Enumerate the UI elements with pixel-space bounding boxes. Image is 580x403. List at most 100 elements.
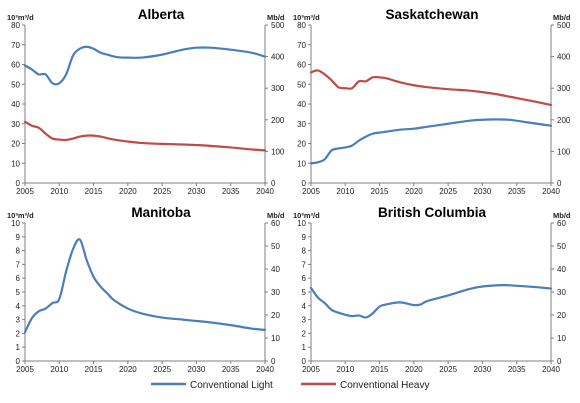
left-tick-label: 40: [297, 100, 306, 109]
right-tick-label: 0: [271, 179, 276, 188]
left-tick-label: 80: [11, 21, 20, 30]
series-line-conventional-light: [23, 238, 267, 334]
right-tick-label: 30: [557, 288, 566, 297]
right-axis-unit: Mb/d: [553, 211, 571, 220]
x-tick-label: 2005: [16, 365, 34, 374]
x-tick-label: 2020: [405, 187, 423, 196]
left-tick-label: 8: [302, 247, 307, 256]
series-line-conventional-light: [23, 45, 267, 86]
left-tick-label: 0: [302, 179, 307, 188]
series-line-conventional-light: [309, 118, 553, 165]
right-tick-label: 0: [271, 357, 276, 366]
right-tick-label: 200: [271, 116, 285, 125]
x-tick-label: 2015: [371, 187, 389, 196]
left-tick-label: 10: [11, 219, 20, 228]
right-tick-label: 500: [557, 21, 571, 30]
x-tick-label: 2035: [222, 365, 240, 374]
left-tick-label: 70: [297, 41, 306, 50]
left-tick-label: 5: [16, 288, 21, 297]
x-tick-label: 2030: [188, 187, 206, 196]
x-tick-label: 2035: [508, 365, 526, 374]
x-tick-label: 2030: [474, 187, 492, 196]
left-tick-label: 8: [16, 247, 21, 256]
right-tick-label: 400: [557, 53, 571, 62]
x-tick-label: 2010: [50, 365, 68, 374]
series-line-conventional-heavy: [23, 120, 267, 152]
left-tick-label: 30: [11, 120, 20, 129]
x-tick-label: 2005: [302, 187, 320, 196]
right-tick-label: 0: [557, 357, 562, 366]
left-axis-unit: 10³m³/d: [7, 13, 34, 22]
x-tick-label: 2015: [371, 365, 389, 374]
x-tick-label: 2030: [474, 365, 492, 374]
chart-title: Alberta: [138, 7, 185, 22]
left-tick-label: 6: [302, 274, 307, 283]
right-tick-label: 10: [271, 334, 280, 343]
left-tick-label: 7: [16, 260, 21, 269]
legend-label-conventional-light: Conventional Light: [190, 380, 273, 391]
x-tick-label: 2020: [405, 365, 423, 374]
x-tick-label: 2025: [153, 187, 171, 196]
right-tick-label: 0: [557, 179, 562, 188]
left-tick-label: 2: [16, 329, 21, 338]
right-tick-label: 40: [271, 265, 280, 274]
left-tick-label: 1: [16, 343, 21, 352]
left-tick-label: 10: [297, 219, 306, 228]
right-tick-label: 500: [271, 21, 285, 30]
x-tick-label: 2015: [85, 187, 103, 196]
right-axis-unit: Mb/d: [267, 13, 285, 22]
left-tick-label: 3: [302, 316, 307, 325]
right-tick-label: 400: [271, 53, 285, 62]
x-tick-label: 2005: [16, 187, 34, 196]
left-tick-label: 9: [302, 233, 307, 242]
left-tick-label: 0: [302, 357, 307, 366]
x-tick-label: 2005: [302, 365, 320, 374]
right-tick-label: 50: [557, 242, 566, 251]
left-tick-label: 4: [302, 302, 307, 311]
right-tick-label: 200: [557, 116, 571, 125]
x-tick-label: 2020: [119, 365, 137, 374]
chart-title: British Columbia: [378, 205, 486, 220]
panel-british-columbia: British Columbia 10³m³/d Mb/d 0 1 2 3 4 5 6 7 8 9 10 0…: [293, 205, 571, 374]
x-tick-label: 2040: [256, 187, 274, 196]
left-tick-label: 7: [302, 260, 307, 269]
x-tick-label: 2020: [119, 187, 137, 196]
x-tick-label: 2025: [153, 365, 171, 374]
right-tick-label: 20: [557, 311, 566, 320]
right-tick-label: 20: [271, 311, 280, 320]
left-tick-label: 70: [11, 41, 20, 50]
right-tick-label: 100: [271, 147, 285, 156]
left-tick-label: 9: [16, 233, 21, 242]
right-tick-label: 30: [271, 288, 280, 297]
right-tick-label: 100: [557, 147, 571, 156]
left-tick-label: 4: [16, 302, 21, 311]
left-tick-label: 10: [11, 159, 20, 168]
x-tick-label: 2010: [336, 365, 354, 374]
left-tick-label: 60: [11, 61, 20, 70]
left-axis-unit: 10³m³/d: [293, 13, 320, 22]
x-tick-label: 2025: [439, 365, 457, 374]
left-tick-label: 0: [16, 179, 21, 188]
series-line-conventional-light: [309, 283, 553, 319]
right-tick-label: 50: [271, 242, 280, 251]
left-tick-label: 6: [16, 274, 21, 283]
series-line-conventional-heavy: [309, 69, 553, 107]
right-tick-label: 10: [557, 334, 566, 343]
x-tick-label: 2040: [542, 187, 560, 196]
chart-title: Manitoba: [131, 205, 191, 220]
x-tick-label: 2010: [336, 187, 354, 196]
x-tick-label: 2010: [50, 187, 68, 196]
left-tick-label: 80: [297, 21, 306, 30]
x-tick-label: 2040: [542, 365, 560, 374]
left-tick-label: 20: [297, 140, 306, 149]
left-tick-label: 20: [11, 140, 20, 149]
x-tick-label: 2035: [222, 187, 240, 196]
right-axis-unit: Mb/d: [553, 13, 571, 22]
right-tick-label: 300: [271, 84, 285, 93]
left-tick-label: 60: [297, 61, 306, 70]
left-axis-unit: 10³m³/d: [293, 211, 320, 220]
